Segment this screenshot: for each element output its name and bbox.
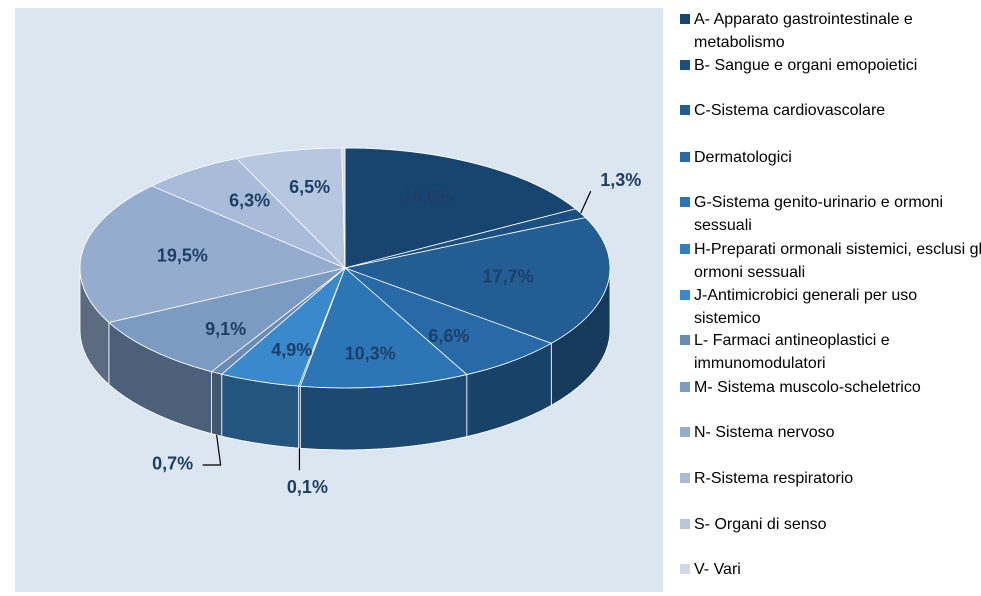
legend-swatch bbox=[680, 244, 690, 254]
legend-entry: G-Sistema genito-urinario e ormoni sessu… bbox=[680, 191, 981, 237]
legend-label: A- Apparato gastrointestinale e metaboli… bbox=[694, 11, 913, 51]
legend-label: V- Vari bbox=[694, 561, 741, 578]
slice bbox=[344, 267, 553, 376]
data-label: 0,7% bbox=[152, 454, 193, 474]
legend-label: J-Antimicrobici generali per uso sistemi… bbox=[694, 287, 918, 327]
data-label: 17,7% bbox=[483, 267, 534, 287]
legend-entry: B- Sangue e organi emopoietici bbox=[680, 54, 981, 77]
slice bbox=[343, 217, 611, 344]
legend-entry: H-Preparati ormonali sistemici, esclusi … bbox=[680, 238, 981, 284]
legend-swatch bbox=[680, 382, 690, 392]
data-label: 6,6% bbox=[428, 326, 469, 346]
legend-swatch bbox=[680, 14, 690, 24]
legend-label: S- Organi di senso bbox=[694, 516, 827, 533]
legend-entry: M- Sistema muscolo-scheletrico bbox=[680, 376, 981, 399]
legend-label: B- Sangue e organi emopoietici bbox=[694, 57, 918, 74]
data-label: 9,1% bbox=[205, 319, 246, 339]
legend-swatch bbox=[680, 473, 690, 483]
legend-swatch bbox=[680, 105, 690, 115]
legend-swatch bbox=[680, 152, 690, 162]
legend-entry: R-Sistema respiratorio bbox=[680, 467, 981, 490]
legend-swatch bbox=[680, 197, 690, 207]
legend-label: H-Preparati ormonali sistemici, esclusi … bbox=[694, 241, 981, 281]
legend-label: N- Sistema nervoso bbox=[694, 424, 835, 441]
legend-swatch bbox=[680, 427, 690, 437]
legend-swatch bbox=[680, 290, 690, 300]
legend-swatch bbox=[680, 519, 690, 529]
data-label: 6,5% bbox=[289, 177, 330, 197]
data-label: 10,3% bbox=[345, 343, 396, 363]
slice bbox=[341, 147, 346, 269]
slice bbox=[108, 267, 346, 373]
data-label: 4,9% bbox=[271, 340, 312, 360]
legend-label: Dermatologici bbox=[694, 149, 792, 166]
legend-swatch bbox=[680, 335, 690, 345]
data-label: 19,5% bbox=[157, 245, 208, 265]
data-label: 6,3% bbox=[229, 190, 270, 210]
legend-label: L- Farmaci antineoplastici e immunomodul… bbox=[694, 332, 890, 372]
slice bbox=[79, 185, 347, 323]
leader-line bbox=[580, 190, 592, 214]
legend-swatch bbox=[680, 564, 690, 574]
legend-entry: C-Sistema cardiovascolare bbox=[680, 99, 981, 122]
leader-line bbox=[202, 434, 222, 466]
data-label: 16,8% bbox=[402, 186, 453, 206]
legend-label: M- Sistema muscolo-scheletrico bbox=[694, 379, 921, 396]
legend-entry: N- Sistema nervoso bbox=[680, 421, 981, 444]
slice-side bbox=[211, 371, 223, 437]
legend-label: R-Sistema respiratorio bbox=[694, 470, 854, 487]
data-label: 1,3% bbox=[600, 170, 641, 190]
data-label: 0,1% bbox=[287, 477, 328, 497]
legend-entry: L- Farmaci antineoplastici e immunomodul… bbox=[680, 329, 981, 375]
legend-entry: J-Antimicrobici generali per uso sistemi… bbox=[680, 284, 981, 330]
legend-entry: Dermatologici bbox=[680, 146, 981, 169]
legend-label: C-Sistema cardiovascolare bbox=[694, 102, 886, 119]
legend-label: G-Sistema genito-urinario e ormoni sessu… bbox=[694, 194, 943, 234]
legend-entry: V- Vari bbox=[680, 558, 981, 581]
legend-swatch bbox=[680, 60, 690, 70]
slice bbox=[299, 267, 468, 389]
legend-entry: S- Organi di senso bbox=[680, 513, 981, 536]
slice bbox=[344, 147, 577, 269]
legend-entry: A- Apparato gastrointestinale e metaboli… bbox=[680, 8, 981, 54]
